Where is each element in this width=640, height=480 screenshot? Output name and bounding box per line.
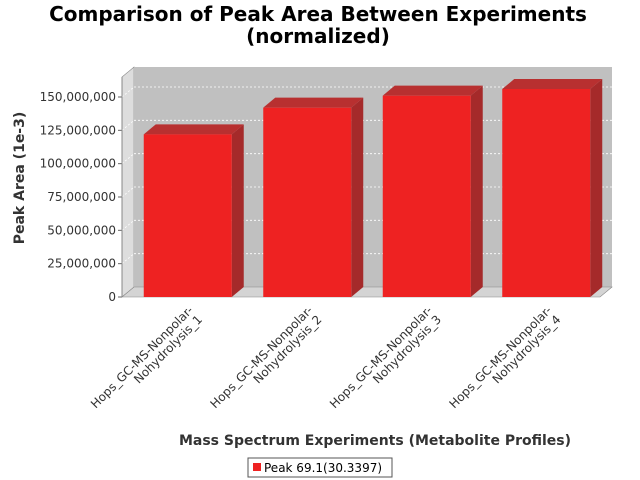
- chart-subtitle: (normalized): [246, 24, 390, 48]
- bar-front: [382, 95, 471, 298]
- bar-front: [502, 89, 591, 297]
- y-axis-title: Peak Area (1e-3): [12, 112, 28, 245]
- bar-series: [143, 79, 603, 298]
- bar-side: [351, 97, 364, 298]
- gridline-side: [121, 86, 135, 98]
- y-axis: 0 25,000,000 50,000,000 75,000,000 100,000,0…: [40, 77, 123, 304]
- plot-side-wall: [121, 66, 135, 298]
- legend-box: [247, 457, 393, 478]
- bar: [143, 124, 244, 297]
- y-tick-label: 75,000,000: [47, 190, 116, 204]
- y-tick-label: 0: [108, 290, 116, 304]
- bar-top: [143, 124, 244, 135]
- x-axis-title: Mass Spectrum Experiments (Metabolite Pr…: [179, 433, 571, 449]
- y-tick-label: 100,000,000: [40, 157, 116, 171]
- bar: [502, 79, 603, 297]
- legend-label: Peak 69.1(30.3397): [264, 461, 382, 475]
- y-tick-label: 150,000,000: [40, 90, 116, 104]
- bar-top: [502, 79, 603, 89]
- gridline-side: [121, 220, 135, 231]
- legend-swatch: [253, 463, 261, 471]
- gridline-side: [121, 120, 135, 131]
- gridline-side: [121, 186, 135, 198]
- bar: [382, 85, 483, 298]
- gridline-side: [121, 253, 135, 264]
- bar: [263, 97, 364, 298]
- y-tick-label: 50,000,000: [47, 223, 116, 237]
- bar-side: [470, 85, 483, 298]
- bar-side: [590, 79, 603, 297]
- gridline-side: [121, 153, 135, 164]
- chart-title: Comparison of Peak Area Between Experime…: [49, 2, 587, 26]
- bar-top: [263, 97, 364, 108]
- y-tick-label: 125,000,000: [40, 123, 116, 137]
- bar-side: [231, 124, 244, 297]
- bar-top: [382, 85, 483, 96]
- bar-front: [263, 107, 352, 298]
- bar-front: [143, 134, 232, 297]
- legend: Peak 69.1(30.3397): [247, 457, 393, 478]
- y-tick-label: 25,000,000: [47, 257, 116, 271]
